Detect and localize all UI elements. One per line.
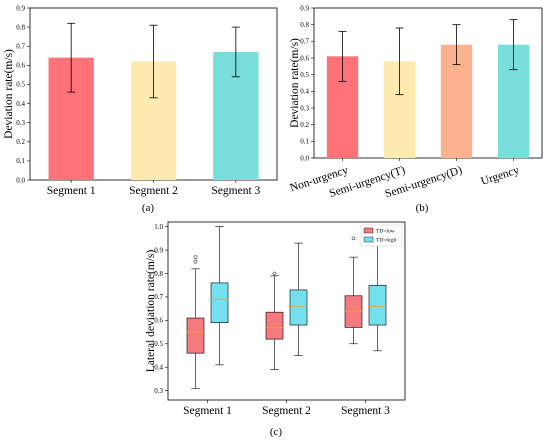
y-tick-label: 1.0: [154, 223, 163, 231]
legend-label-high: TD=high: [376, 238, 396, 244]
x-category-label: Segment 2: [129, 185, 178, 197]
y-tick-label: 0.7: [154, 293, 163, 301]
legend-label-low: TD=low: [376, 229, 395, 235]
y-tick-label: 0.5: [16, 81, 25, 89]
y-tick-label: 0.9: [300, 4, 309, 12]
y-tick-label: 0.4: [300, 88, 309, 96]
y-tick-label: 0.6: [16, 62, 25, 70]
panel-a-label: (a): [142, 202, 155, 214]
outlier-point: [193, 255, 198, 259]
outlier-point: [351, 236, 356, 241]
legend: TD=low TD=high: [360, 224, 403, 247]
panel-c-ylabel: Lateral deviation rate(m/s): [145, 250, 157, 373]
y-tick-label: 0.6: [154, 317, 163, 325]
y-tick-label: 0.8: [16, 23, 25, 31]
x-category-label: Segment 2: [262, 405, 311, 417]
y-tick-label: 0.1: [16, 157, 25, 165]
outlier-point: [193, 259, 198, 264]
y-tick-label: 0.0: [300, 154, 309, 162]
y-tick-label: 0.9: [154, 246, 163, 254]
y-tick-label: 0.1: [300, 138, 309, 146]
y-tick-label: 0.8: [154, 270, 163, 278]
y-tick-label: 0.0: [16, 176, 25, 184]
y-tick-label: 0.7: [16, 43, 25, 51]
box-low: [265, 271, 284, 370]
y-tick-label: 0.3: [154, 387, 163, 395]
y-tick-label: 0.5: [300, 71, 309, 79]
y-tick-label: 0.3: [300, 104, 309, 112]
y-tick-label: 0.3: [16, 119, 25, 127]
error-bar: [509, 19, 518, 71]
error-bar: [67, 22, 76, 93]
y-tick-label: 0.8: [300, 21, 309, 29]
box-high: [289, 242, 308, 356]
box-low: [344, 236, 363, 345]
y-tick-label: 0.2: [300, 121, 309, 129]
y-tick-label: 0.7: [300, 38, 309, 46]
y-tick-label: 0.2: [16, 138, 25, 146]
error-bar: [149, 24, 158, 99]
y-tick-label: 0.4: [16, 100, 25, 108]
y-tick-label: 0.4: [154, 364, 163, 372]
box-high: [210, 226, 229, 366]
y-tick-label: 0.5: [154, 340, 163, 348]
legend-swatch-low: [363, 227, 374, 234]
box-low: [186, 255, 205, 389]
panel-a-ylabel: Deviation rate(m/s): [3, 49, 15, 139]
x-category-label: Segment 3: [341, 405, 390, 417]
panel-b-ylabel: Deviation rate(m/s): [289, 38, 301, 128]
outlier-point: [272, 271, 277, 276]
panel-c: Lateral deviation rate(m/s) (c) 0.3 0.4 0.…: [145, 221, 406, 438]
y-tick-label: 0.6: [300, 54, 309, 62]
panel-b-label: (b): [416, 202, 429, 214]
panel-b: Deviation rate(m/s) (b) 0.0 0.1 0.2 0.3 0.4 0…: [288, 4, 543, 214]
panel-c-label: (c): [270, 426, 283, 438]
error-bar: [395, 27, 404, 96]
x-category-label: Segment 1: [47, 185, 96, 197]
x-category-label: Segment 1: [183, 405, 232, 417]
error-bar: [231, 26, 240, 78]
y-tick-label: 0.9: [16, 4, 25, 12]
error-bar: [338, 30, 347, 82]
panel-a: Deviation rate(m/s) (a) 0.0 0.1 0.2 0.3 0.4 0…: [3, 4, 278, 214]
legend-swatch-high: [363, 236, 374, 243]
x-category-label: Segment 3: [211, 185, 260, 197]
box-high: [368, 242, 387, 352]
error-bar: [452, 24, 461, 66]
x-category-label: Urgency: [479, 164, 520, 188]
